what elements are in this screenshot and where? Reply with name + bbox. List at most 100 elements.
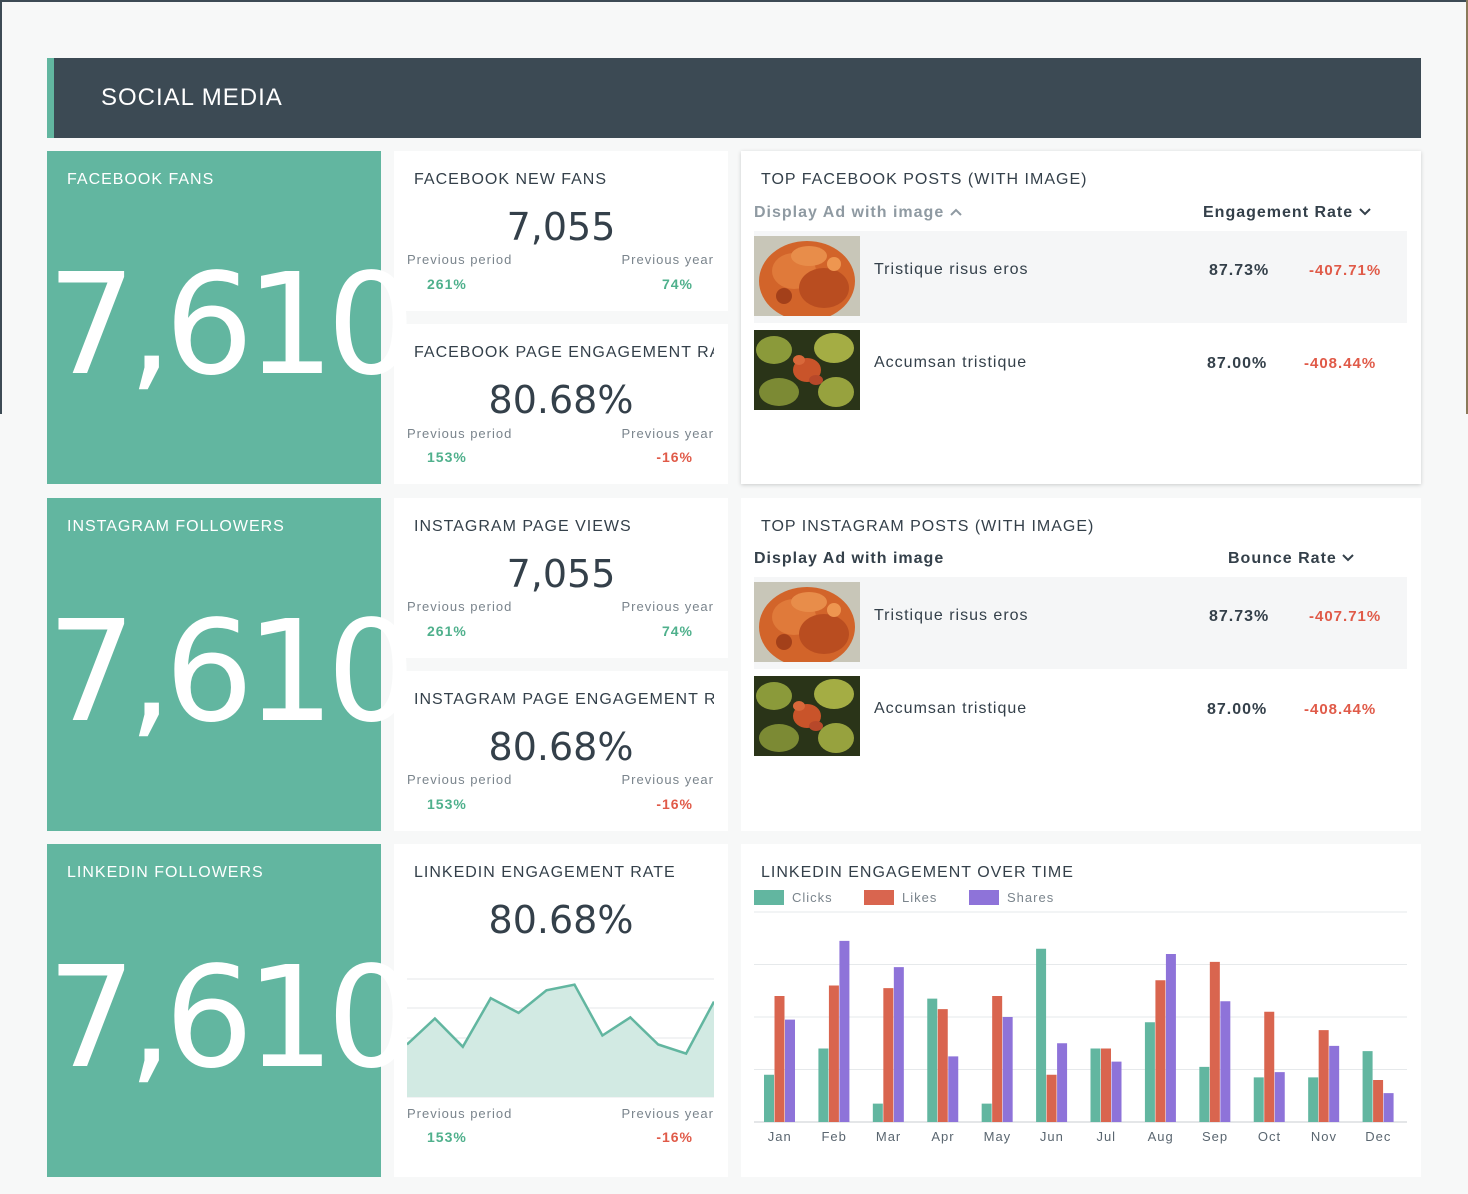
sparkline-line bbox=[407, 983, 714, 1056]
previous-year-label: Previous year bbox=[621, 772, 714, 787]
chevron-down-icon bbox=[1358, 208, 1371, 216]
previous-year-label: Previous year bbox=[621, 599, 714, 614]
column-header-name[interactable]: Display Ad with image bbox=[754, 204, 962, 222]
bar-clicks-jul[interactable] bbox=[1090, 1048, 1101, 1123]
previous-year-value: -16% bbox=[656, 796, 693, 812]
column-header-label: Display Ad with image bbox=[754, 550, 945, 567]
legend-clicks[interactable]: Clicks bbox=[754, 890, 833, 905]
table-row[interactable]: Tristique risus eros 87.73% -407.71% bbox=[754, 231, 1407, 323]
previous-year-value: 74% bbox=[661, 276, 693, 292]
facebook-fans-value: 7,610 bbox=[47, 244, 416, 407]
section-title: SOCIAL MEDIA bbox=[101, 84, 283, 111]
previous-period-value: 261% bbox=[427, 623, 467, 639]
legend-swatch bbox=[754, 890, 784, 905]
bar-shares-feb[interactable] bbox=[839, 940, 850, 1122]
bar-likes-mar[interactable] bbox=[883, 988, 894, 1122]
bar-clicks-sep[interactable] bbox=[1199, 1066, 1210, 1122]
post-metric-value: 87.73% bbox=[1209, 608, 1270, 625]
bar-likes-apr[interactable] bbox=[937, 1009, 948, 1122]
bar-likes-dec[interactable] bbox=[1373, 1080, 1384, 1122]
engagement-bar-chart: Jan Feb Mar Apr May Jun Jul Aug Sep Oct Nov Dec bbox=[754, 911, 1407, 1144]
table-row[interactable]: Tristique risus eros 87.73% -407.71% bbox=[754, 577, 1407, 669]
linkedin-followers-title: LINKEDIN FOLLOWERS bbox=[67, 864, 264, 881]
previous-period-label: Previous period bbox=[407, 1106, 513, 1121]
kpi-title: LINKEDIN ENGAGEMENT RATE bbox=[414, 864, 676, 881]
chevron-down-icon bbox=[1342, 554, 1354, 562]
x-tick-label: Sep bbox=[1202, 1129, 1228, 1144]
bar-likes-nov[interactable] bbox=[1318, 1030, 1329, 1122]
kpi-value: 7,055 bbox=[506, 205, 616, 249]
bar-shares-jan[interactable] bbox=[785, 1019, 795, 1122]
x-tick-label: Aug bbox=[1148, 1129, 1174, 1144]
bar-shares-oct[interactable] bbox=[1274, 1072, 1285, 1122]
legend-shares[interactable]: Shares bbox=[969, 890, 1054, 905]
bar-shares-apr[interactable] bbox=[948, 1056, 959, 1122]
bar-clicks-may[interactable] bbox=[981, 1103, 992, 1122]
bar-likes-aug[interactable] bbox=[1155, 980, 1166, 1122]
column-header-metric[interactable]: Bounce Rate bbox=[1228, 550, 1354, 568]
bar-likes-sep[interactable] bbox=[1209, 961, 1220, 1122]
previous-period-label: Previous period bbox=[407, 252, 513, 267]
bar-shares-sep[interactable] bbox=[1220, 1001, 1231, 1122]
bar-clicks-jan[interactable] bbox=[764, 1074, 774, 1122]
kpi-title: FACEBOOK NEW FANS bbox=[414, 171, 608, 188]
bar-shares-aug[interactable] bbox=[1165, 954, 1176, 1122]
linkedin-chart-card: LINKEDIN ENGAGEMENT OVER TIME Clicks Lik… bbox=[741, 844, 1421, 1177]
previous-period-value: 261% bbox=[427, 276, 467, 292]
legend-likes[interactable]: Likes bbox=[864, 890, 937, 905]
x-tick-label: Jan bbox=[768, 1129, 792, 1144]
x-tick-label: Jul bbox=[1096, 1129, 1116, 1144]
bar-clicks-aug[interactable] bbox=[1144, 1022, 1155, 1122]
column-header-label: Bounce Rate bbox=[1228, 550, 1337, 567]
bar-likes-jul[interactable] bbox=[1101, 1048, 1111, 1123]
legend-swatch bbox=[864, 890, 894, 905]
window-frame-right bbox=[1466, 0, 1468, 414]
post-metric-value: 87.00% bbox=[1207, 701, 1268, 718]
column-header-metric[interactable]: Engagement Rate bbox=[1203, 204, 1371, 222]
table-row[interactable]: Accumsan tristique 87.00% -408.44% bbox=[754, 324, 1407, 412]
bar-shares-may[interactable] bbox=[1002, 1017, 1013, 1122]
bar-shares-jun[interactable] bbox=[1057, 1043, 1068, 1122]
bar-clicks-dec[interactable] bbox=[1362, 1051, 1373, 1122]
bar-clicks-feb[interactable] bbox=[818, 1048, 829, 1123]
bar-shares-nov[interactable] bbox=[1329, 1045, 1340, 1122]
bar-likes-jan[interactable] bbox=[774, 996, 785, 1122]
x-tick-label: Jun bbox=[1040, 1129, 1064, 1144]
bar-likes-feb[interactable] bbox=[828, 985, 839, 1123]
post-metric-value: 87.00% bbox=[1207, 355, 1268, 372]
legend-label: Likes bbox=[902, 890, 938, 905]
facebook-fans-title: FACEBOOK FANS bbox=[67, 171, 215, 188]
column-header-label: Display Ad with image bbox=[754, 204, 945, 221]
bar-clicks-nov[interactable] bbox=[1308, 1077, 1319, 1122]
table-title: TOP INSTAGRAM POSTS (WITH IMAGE) bbox=[761, 518, 1095, 535]
bar-likes-jun[interactable] bbox=[1046, 1074, 1057, 1122]
post-thumbnail bbox=[754, 236, 860, 316]
table-row[interactable]: Accumsan tristique 87.00% -408.44% bbox=[754, 670, 1407, 758]
instagram-followers-card: INSTAGRAM FOLLOWERS 7,610 bbox=[47, 498, 416, 831]
post-thumbnail bbox=[754, 582, 860, 662]
bar-shares-jul[interactable] bbox=[1111, 1061, 1122, 1122]
top-instagram-posts-card: TOP INSTAGRAM POSTS (WITH IMAGE) Display… bbox=[741, 498, 1421, 831]
bar-shares-mar[interactable] bbox=[893, 967, 904, 1122]
bar-clicks-jun[interactable] bbox=[1036, 948, 1047, 1122]
bar-clicks-mar[interactable] bbox=[872, 1103, 883, 1122]
x-tick-label: Feb bbox=[821, 1129, 846, 1144]
instagram-engagement-card: INSTAGRAM PAGE ENGAGEMENT RATE 80.68% Pr… bbox=[394, 671, 728, 831]
post-name: Accumsan tristique bbox=[874, 700, 1028, 717]
post-metric-delta: -407.71% bbox=[1309, 262, 1382, 279]
bar-likes-may[interactable] bbox=[992, 996, 1003, 1122]
legend-label: Shares bbox=[1007, 890, 1055, 905]
bar-clicks-oct[interactable] bbox=[1253, 1077, 1264, 1122]
linkedin-engagement-card: LINKEDIN ENGAGEMENT RATE 80.68% Previous… bbox=[394, 844, 728, 1177]
bar-shares-dec[interactable] bbox=[1383, 1093, 1394, 1122]
column-header-name[interactable]: Display Ad with image bbox=[754, 550, 944, 568]
previous-year-value: -16% bbox=[656, 449, 693, 465]
bar-likes-oct[interactable] bbox=[1264, 1011, 1275, 1122]
previous-period-label: Previous period bbox=[407, 426, 513, 441]
previous-year-label: Previous year bbox=[621, 252, 714, 267]
facebook-fans-card: FACEBOOK FANS 7,610 bbox=[47, 151, 416, 484]
x-tick-label: May bbox=[984, 1129, 1012, 1144]
bar-clicks-apr[interactable] bbox=[927, 998, 938, 1122]
previous-period-label: Previous period bbox=[407, 772, 513, 787]
top-facebook-posts-card: TOP FACEBOOK POSTS (WITH IMAGE) Display … bbox=[741, 151, 1421, 484]
